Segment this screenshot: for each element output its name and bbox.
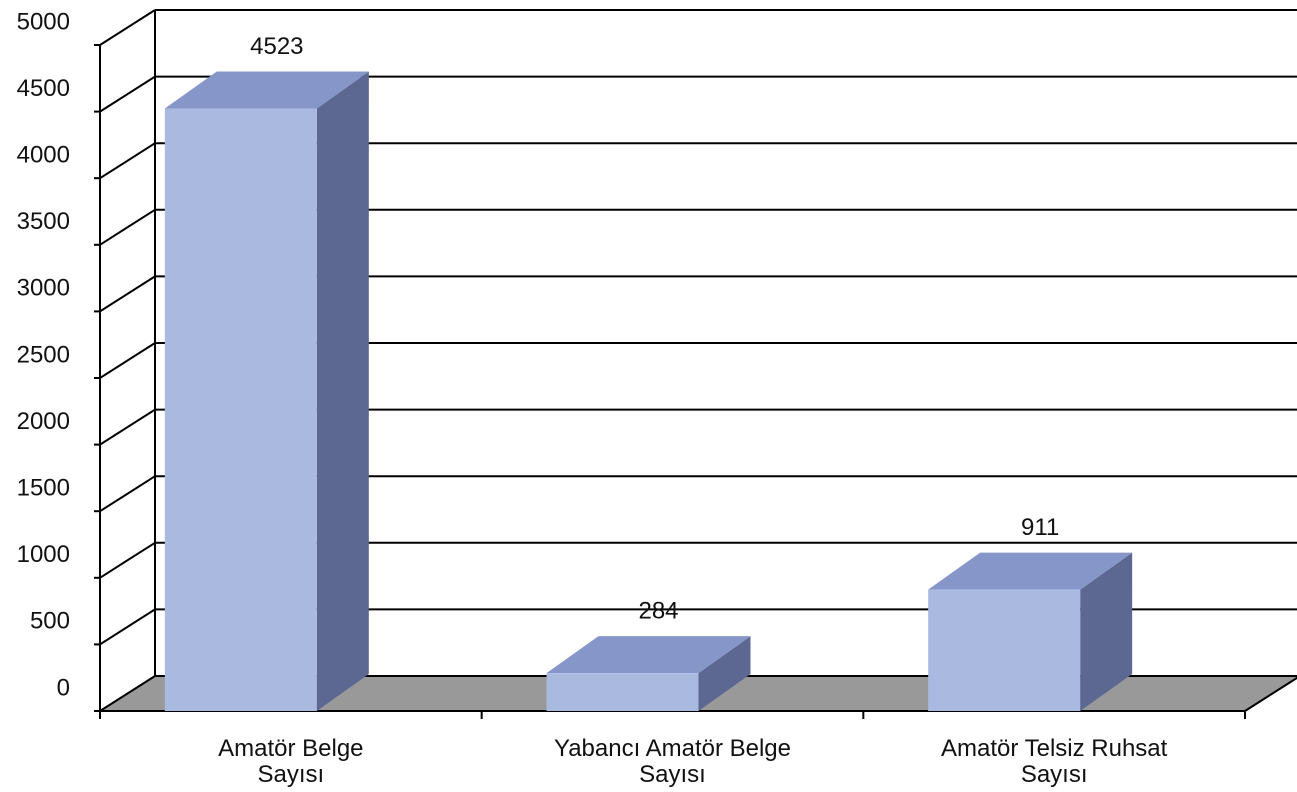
x-tick-label: Amatör Telsiz Ruhsat Sayısı xyxy=(941,735,1168,788)
y-tick-label: 2000 xyxy=(17,408,70,435)
x-tick-label-line: Sayısı xyxy=(257,761,324,788)
grid-line-diagonal xyxy=(99,9,156,46)
grid-line-diagonal xyxy=(99,142,156,180)
bar-side xyxy=(698,636,751,711)
grid-line-diagonal xyxy=(99,408,156,446)
y-tick-label: 4500 xyxy=(17,75,70,102)
y-tick-label: 1500 xyxy=(17,475,70,502)
y-tick-label: 500 xyxy=(30,608,70,635)
grid-line-diagonal xyxy=(99,475,156,513)
y-tick-label: 0 xyxy=(57,674,70,701)
y-tick-label: 3000 xyxy=(17,275,70,302)
grid-line-diagonal xyxy=(99,675,156,712)
x-tick-label-line: Yabancı Amatör Belge xyxy=(554,735,791,762)
x-tick-label: Amatör Belge Sayısı xyxy=(218,735,363,788)
floor-right-edge xyxy=(1244,676,1297,712)
x-tick-label-line: Sayısı xyxy=(1021,761,1088,788)
bar xyxy=(164,108,317,712)
bar-top xyxy=(164,71,369,109)
y-tick-label: 3500 xyxy=(17,208,70,235)
bar xyxy=(928,589,1081,711)
x-tick-label-line: Amatör Telsiz Ruhsat xyxy=(941,735,1168,762)
bar-side xyxy=(1080,552,1133,711)
value-label: 4523 xyxy=(250,33,303,60)
bar-top xyxy=(928,552,1133,590)
y-tick-label: 5000 xyxy=(17,8,70,35)
grid-line-diagonal xyxy=(99,541,156,579)
grid-line-diagonal xyxy=(99,275,156,313)
y-tick-label: 1000 xyxy=(17,541,70,568)
grid-line-diagonal xyxy=(99,75,156,113)
x-tick-label-line: Sayısı xyxy=(639,761,706,788)
y-tick-label: 4000 xyxy=(17,142,70,169)
value-label: 911 xyxy=(1021,514,1059,541)
bar-top xyxy=(546,636,751,674)
x-tick-label-line: Amatör Belge xyxy=(218,735,363,762)
grid-line-diagonal xyxy=(99,208,156,246)
bar xyxy=(546,673,699,711)
bar-side xyxy=(316,71,369,712)
grid-line-diagonal xyxy=(99,608,156,646)
grid-line-diagonal xyxy=(99,342,156,379)
value-label: 284 xyxy=(638,598,678,625)
y-tick-label: 2500 xyxy=(17,341,70,368)
x-tick-label: Yabancı Amatör Belge Sayısı xyxy=(554,735,791,788)
